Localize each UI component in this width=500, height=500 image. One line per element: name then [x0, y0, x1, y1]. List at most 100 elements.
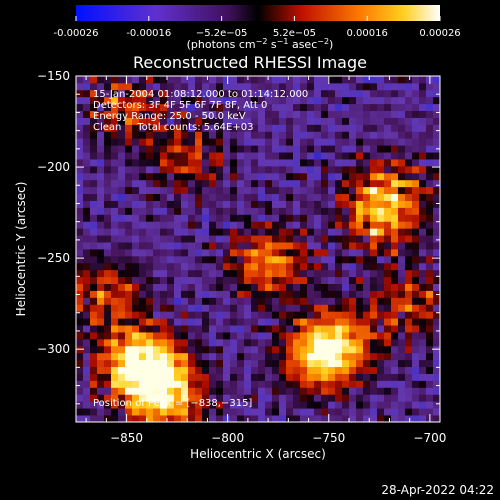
- heatmap-cell: [125, 186, 133, 195]
- heatmap-cell: [258, 283, 266, 291]
- heatmap-cell: [384, 415, 392, 422]
- heatmap-cell: [216, 186, 224, 195]
- heatmap-cell: [223, 290, 231, 298]
- heatmap-cell: [160, 221, 168, 229]
- heatmap-cell: [83, 193, 91, 201]
- heatmap-cell: [153, 186, 161, 195]
- annotation-energy-range: Energy Range: 25.0 - 50.0 keV: [93, 111, 246, 122]
- heatmap-cell: [97, 338, 105, 347]
- peak-position-label: Position of Peak = [−838,−315]: [93, 398, 252, 409]
- heatmap-cell: [132, 387, 140, 395]
- heatmap-cell: [265, 186, 273, 195]
- heatmap-cell: [202, 366, 210, 374]
- heatmap-cell: [405, 387, 413, 395]
- heatmap-cell: [433, 152, 440, 160]
- heatmap-cell: [167, 89, 175, 98]
- heatmap-cell: [188, 249, 196, 257]
- heatmap-cell: [223, 96, 231, 105]
- heatmap-cell: [342, 145, 350, 153]
- heatmap-cell: [398, 269, 406, 278]
- heatmap-cell: [314, 214, 322, 222]
- heatmap-cell: [279, 304, 287, 312]
- heatmap-cell: [146, 338, 154, 347]
- colorbar-tick-label: 5.2e−05: [273, 28, 316, 39]
- heatmap-cell: [405, 235, 413, 243]
- heatmap-cell: [265, 401, 273, 409]
- heatmap-cell: [356, 117, 364, 125]
- heatmap-cell: [251, 332, 259, 340]
- heatmap-cell: [286, 366, 294, 374]
- heatmap-cell: [181, 228, 189, 236]
- heatmap-cell: [202, 269, 210, 278]
- heatmap-cell: [286, 373, 294, 381]
- heatmap-cell: [286, 228, 294, 236]
- heatmap-cell: [349, 207, 357, 215]
- heatmap-cell: [188, 131, 196, 139]
- heatmap-cell: [174, 401, 182, 409]
- heatmap-cell: [370, 249, 378, 257]
- heatmap-cell: [433, 221, 440, 229]
- heatmap-cell: [272, 207, 280, 215]
- heatmap-cell: [209, 82, 217, 91]
- heatmap-cell: [188, 82, 196, 91]
- heatmap-cell: [391, 235, 399, 243]
- heatmap-cell: [139, 269, 147, 278]
- heatmap-cell: [244, 359, 252, 368]
- heatmap-cell: [139, 290, 147, 298]
- heatmap-cell: [195, 221, 203, 229]
- heatmap-cell: [167, 179, 175, 188]
- heatmap-cell: [279, 255, 287, 264]
- heatmap-cell: [132, 138, 140, 146]
- heatmap-cell: [328, 214, 336, 222]
- heatmap-cell: [132, 373, 140, 381]
- heatmap-cell: [293, 152, 301, 160]
- heatmap-cell: [202, 165, 210, 174]
- heatmap-cell: [370, 110, 378, 118]
- heatmap-cell: [377, 235, 385, 243]
- heatmap-cell: [139, 387, 147, 395]
- heatmap-cell: [384, 242, 392, 250]
- heatmap-cell: [90, 159, 98, 167]
- heatmap-cell: [76, 387, 84, 395]
- heatmap-cell: [125, 359, 133, 368]
- heatmap-cell: [384, 159, 392, 167]
- heatmap-cell: [405, 179, 413, 188]
- heatmap-cell: [363, 366, 371, 374]
- heatmap-cell: [111, 366, 119, 374]
- heatmap-cell: [223, 207, 231, 215]
- heatmap-cell: [216, 255, 224, 264]
- heatmap-cell: [314, 380, 322, 388]
- heatmap-cell: [349, 408, 357, 416]
- heatmap-cell: [265, 138, 273, 146]
- heatmap-cell: [426, 117, 434, 125]
- heatmap-cell: [188, 311, 196, 319]
- heatmap-cell: [433, 82, 440, 91]
- heatmap-cell: [258, 159, 266, 167]
- heatmap-cell: [419, 214, 427, 222]
- heatmap-cell: [244, 96, 252, 105]
- heatmap-cell: [258, 415, 266, 422]
- heatmap-cell: [307, 311, 315, 319]
- heatmap-cell: [405, 415, 413, 422]
- heatmap-cell: [412, 138, 420, 146]
- heatmap-cell: [321, 172, 329, 181]
- heatmap-cell: [272, 373, 280, 381]
- heatmap-cell: [223, 401, 231, 409]
- heatmap-cell: [181, 221, 189, 229]
- heatmap-cell: [195, 235, 203, 243]
- heatmap-cell: [244, 269, 252, 278]
- heatmap-cell: [342, 297, 350, 305]
- heatmap-cell: [258, 262, 266, 271]
- heatmap-cell: [188, 96, 196, 105]
- heatmap-cell: [174, 82, 182, 91]
- heatmap-cell: [139, 186, 147, 195]
- heatmap-cell: [349, 200, 357, 208]
- heatmap-cell: [76, 117, 84, 125]
- heatmap-cell: [76, 82, 84, 91]
- heatmap-cell: [146, 262, 154, 271]
- heatmap-cell: [307, 172, 315, 181]
- heatmap-cell: [370, 332, 378, 340]
- heatmap-cell: [286, 186, 294, 195]
- heatmap-cell: [139, 262, 147, 271]
- heatmap-cell: [419, 345, 427, 354]
